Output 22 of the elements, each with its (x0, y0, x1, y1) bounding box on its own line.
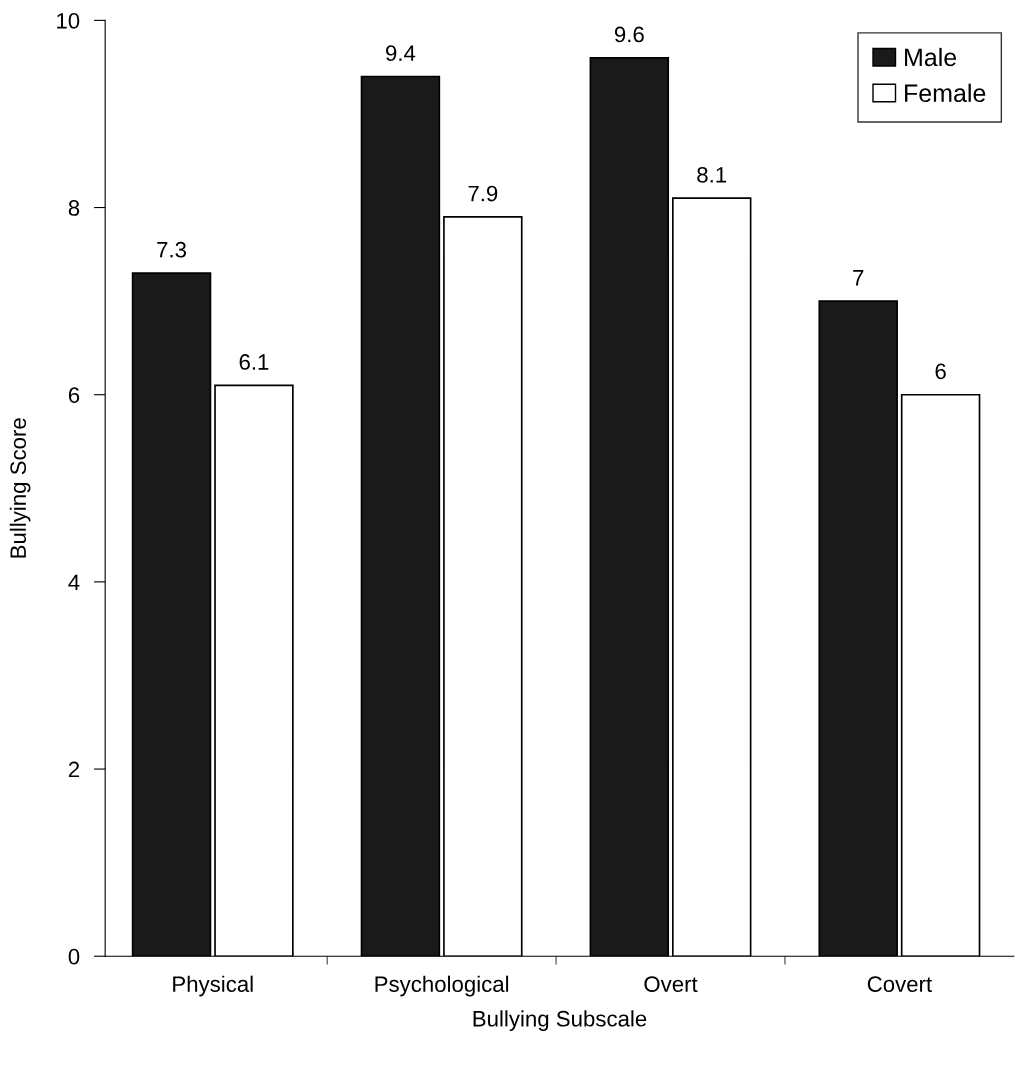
data-label: 7 (853, 270, 864, 286)
y-tick-label: 8 (68, 200, 80, 216)
x-tick-label: Overt (644, 976, 698, 992)
y-tick-label: 0 (68, 948, 80, 965)
data-label: 7.9 (468, 185, 498, 202)
x-tick-label: Physical (173, 975, 253, 997)
y-tick-label: 2 (68, 761, 80, 778)
data-label: 8.1 (697, 166, 727, 183)
y-tick-label: 10 (57, 12, 80, 29)
data-label: 7.3 (157, 241, 187, 258)
data-label: 6 (935, 363, 946, 380)
y-tick-label: 4 (68, 574, 80, 590)
data-label: 6.1 (239, 354, 269, 370)
legend-label: Male (905, 47, 957, 67)
y-axis-title: Bullying Score (9, 418, 31, 558)
x-tick-label: Psychological (375, 975, 509, 997)
data-label: 9.6 (614, 26, 644, 43)
x-tick-label: Covert (867, 976, 932, 992)
y-tick-label: 6 (68, 387, 80, 403)
legend-label: Female (905, 83, 986, 103)
x-axis-title: Bullying Subscale (473, 1010, 647, 1031)
data-label: 9.4 (386, 45, 416, 62)
